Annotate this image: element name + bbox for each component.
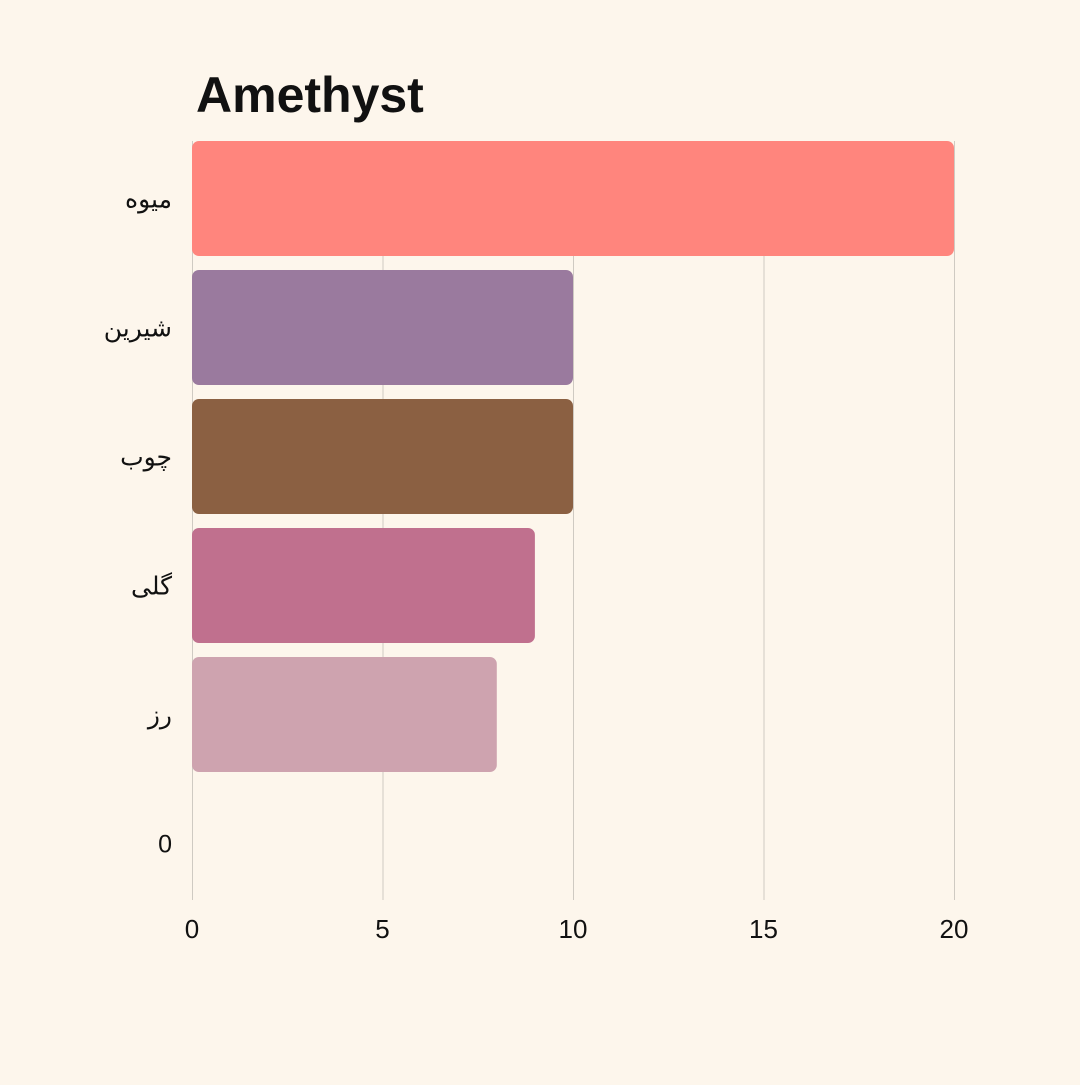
x-tick-label: 15 (749, 914, 778, 944)
gridlines (192, 141, 955, 900)
bar-2 (192, 399, 573, 514)
x-tick-label: 10 (559, 914, 588, 944)
category-label: شیرین (104, 315, 172, 343)
category-label: رز (146, 702, 172, 730)
x-tick-label: 0 (185, 914, 199, 944)
x-axis-ticks: 0 5 10 15 20 (185, 914, 969, 944)
bar-0 (192, 141, 954, 256)
category-labels: میوه شیرین چوب گلی رز 0 (104, 186, 172, 859)
chart-title: Amethyst (196, 67, 424, 123)
category-label: 0 (158, 831, 172, 859)
bar-4 (192, 657, 497, 772)
bar-1 (192, 270, 573, 385)
bars (192, 141, 954, 772)
category-label: گلی (131, 572, 172, 601)
bar-3 (192, 528, 535, 643)
category-label: میوه (125, 186, 172, 214)
x-tick-label: 20 (940, 914, 969, 944)
category-label: چوب (120, 444, 172, 472)
x-tick-label: 5 (375, 914, 389, 944)
